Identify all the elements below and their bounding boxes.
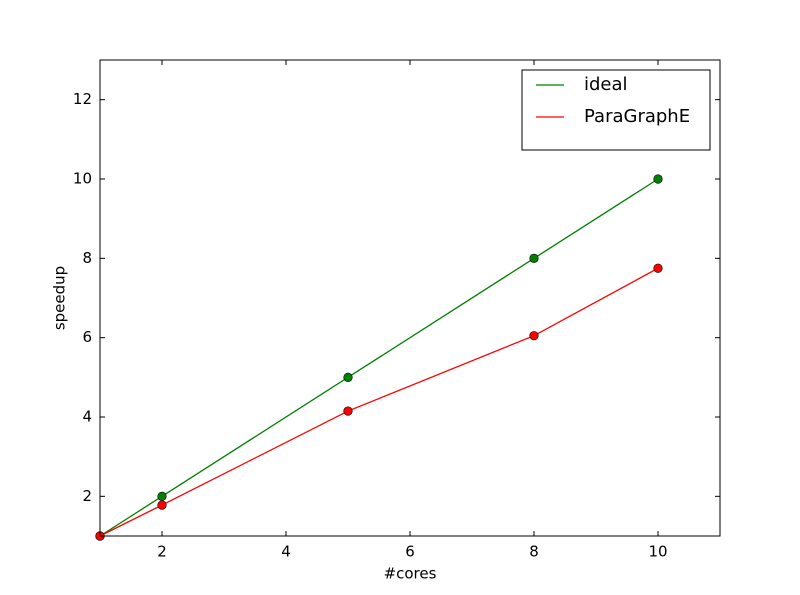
data-point [653,263,663,273]
legend-box [521,69,711,151]
plot-frame [99,59,721,537]
y-tick-label: 10 [73,170,92,188]
y-tick-label: 8 [82,249,92,267]
x-tick-label: 6 [405,543,415,561]
x-tick-label: 8 [529,543,539,561]
x-axis-label: #cores [384,565,437,583]
y-axis-label: speedup [51,266,69,330]
data-point [343,406,353,416]
x-tick-label: 10 [648,543,667,561]
data-point [529,253,539,263]
x-tick-label: 2 [157,543,167,561]
y-tick-label: 12 [73,90,92,108]
data-point [157,491,167,501]
x-tick-label: 4 [281,543,291,561]
y-tick-label: 4 [82,408,92,426]
data-point [529,331,539,341]
data-point [343,372,353,382]
legend-label: ideal [584,74,628,95]
data-point [653,174,663,184]
legend-label: ParaGraphE [584,106,690,127]
y-tick-label: 6 [82,328,92,346]
y-tick-label: 2 [82,487,92,505]
data-point [157,500,167,510]
